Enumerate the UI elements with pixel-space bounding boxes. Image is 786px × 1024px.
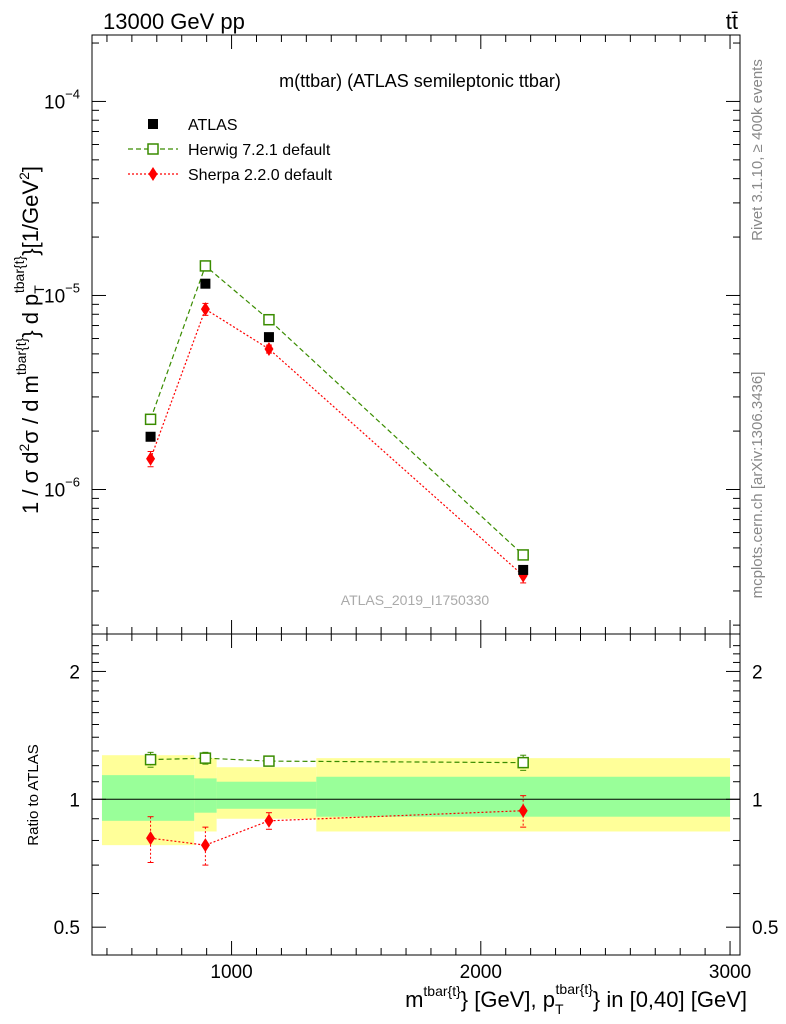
analysis-watermark: ATLAS_2019_I1750330 [341,592,490,608]
ratio-panel: 1000 2000 3000 0.5 0.5 1 1 2 2 Ratio to ATLAS [25,633,778,983]
legend-label: Sherpa 2.2.0 default [188,167,333,184]
main-series [144,260,529,584]
herwig-ratio-line [150,757,524,764]
ratio-frame [91,633,741,956]
x-axis-label: mtbar{t}} [GeV], pTtbar{t}} in [0,40] [G… [405,981,747,1017]
atlas-point [145,431,156,442]
sherpa-ratio-line [150,810,524,846]
mcplots-label: mcplots.cern.ch [arXiv:1306.3436] [749,372,766,599]
sherpa-point [146,451,156,466]
sherpa-point [264,341,274,356]
legend-label: ATLAS [188,117,238,134]
ratio-band-inner [216,781,317,809]
sherpa-ratio-point [518,803,528,818]
ratio-y-tick-label: 1 [69,790,80,811]
sherpa-line [150,308,524,577]
x-tick-label: 1000 [210,962,252,983]
ratio-y-tick-label-right: 1 [752,790,763,811]
process-label: tt̄ [726,9,738,34]
ratio-uncertainty-bands [101,755,731,846]
y-tick-label: 10−5 [44,280,80,307]
herwig-ratio-point [263,755,275,767]
atlas-point [200,278,211,289]
legend-label: Herwig 7.2.1 default [188,142,331,159]
x-tick-label: 2000 [460,962,502,983]
collision-header: 13000 GeV pp [103,9,245,34]
herwig-point [517,549,529,561]
herwig-point [263,313,275,326]
ratio-band-inner [194,778,217,813]
main-y-axis-label: 1 / σ d2σ / d mtbar{t}} d pTtbar{t}}[1/G… [11,166,47,514]
herwig-line [150,264,524,556]
plot-title: m(ttbar) (ATLAS semileptonic ttbar) [279,71,561,91]
legend-marker [148,119,158,129]
legend: ATLAS Herwig 7.2.1 default Sherpa 2.2.0 de… [128,117,333,184]
ratio-y-tick-label-right: 0.5 [752,918,778,939]
ratio-y-tick-label-right: 2 [752,662,763,683]
x-tick-label: 3000 [709,962,751,983]
ratio-series [144,751,529,866]
herwig-ratio-point [199,752,212,764]
main-panel: 10−6 10−5 10−4 m(ttbar) (ATLAS semileptoni… [11,34,741,635]
ratio-band-inner [101,775,195,821]
ratio-y-tick-label: 2 [69,662,80,683]
ratio-axis-ticks: 1000 2000 3000 0.5 0.5 1 1 2 2 [54,634,778,983]
herwig-ratio-point [517,756,529,769]
herwig-point [144,413,157,426]
atlas-point [263,332,274,343]
atlas-point [518,564,529,575]
sherpa-point [200,302,210,317]
y-tick-label: 10−4 [44,86,80,113]
ratio-y-tick-label: 0.5 [54,918,80,939]
sherpa-ratio-point [200,838,210,853]
rivet-label: Rivet 3.1.10, ≥ 400k events [749,59,766,241]
herwig-point [199,260,212,272]
sherpa-ratio-point [146,831,156,846]
legend-marker [148,167,158,181]
ratio-y-axis-label: Ratio to ATLAS [25,744,42,845]
y-tick-label: 10−6 [44,475,80,502]
sherpa-ratio-point [264,813,274,828]
herwig-ratio-point [144,753,157,766]
main-axis-ticks: 10−6 10−5 10−4 [44,35,740,634]
legend-marker [147,143,159,155]
